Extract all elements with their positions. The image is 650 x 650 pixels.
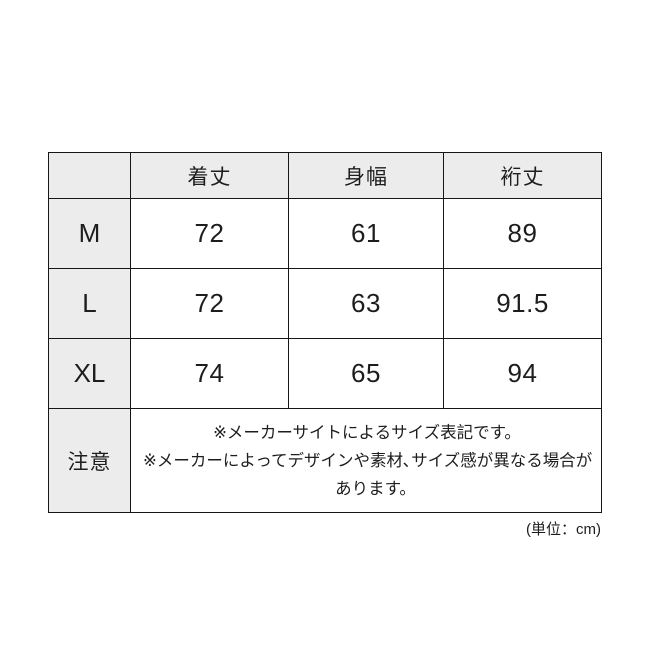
size-value-cell: 72: [130, 198, 289, 269]
note-row: 注意 ※メーカーサイトによるサイズ表記です。 ※メーカーによってデザインや素材､…: [48, 408, 602, 513]
table-row-m: M 72 61 89: [48, 198, 602, 269]
note-text-cell: ※メーカーサイトによるサイズ表記です。 ※メーカーによってデザインや素材､サイズ…: [130, 408, 602, 513]
note-label-cell: 注意: [48, 408, 131, 513]
row-label-xl: XL: [48, 338, 131, 409]
header-row: 着丈 身幅 裄丈: [48, 152, 602, 199]
size-value-cell: 63: [288, 268, 444, 339]
size-value-cell: 91.5: [443, 268, 602, 339]
table-row-l: L 72 63 91.5: [48, 268, 602, 339]
unit-label: (単位：cm): [526, 521, 601, 538]
row-label-m: M: [48, 198, 131, 269]
note-line: ※メーカーによってデザインや素材､サイズ感が異なる場合が: [143, 451, 593, 470]
size-chart-table: 着丈 身幅 裄丈 M 72 61 89 L 72 63 91.5 XL 74 6…: [48, 152, 602, 513]
size-value-cell: 74: [130, 338, 289, 409]
table-row-xl: XL 74 65 94: [48, 338, 602, 409]
header-cell-body-length: 着丈: [130, 152, 289, 199]
size-value-cell: 94: [443, 338, 602, 409]
size-value-cell: 61: [288, 198, 444, 269]
size-value-cell: 89: [443, 198, 602, 269]
size-value-cell: 65: [288, 338, 444, 409]
header-cell-blank: [48, 152, 131, 199]
note-line: あります。: [335, 479, 416, 498]
note-line: ※メーカーサイトによるサイズ表記です。: [213, 423, 521, 442]
header-cell-body-width: 身幅: [288, 152, 444, 199]
size-value-cell: 72: [130, 268, 289, 339]
row-label-l: L: [48, 268, 131, 339]
header-cell-sleeve-length: 裄丈: [443, 152, 602, 199]
